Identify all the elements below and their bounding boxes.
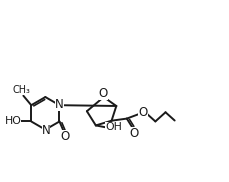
Text: OH: OH xyxy=(104,122,121,132)
Text: N: N xyxy=(41,124,50,137)
Text: O: O xyxy=(60,130,69,143)
Text: O: O xyxy=(98,87,107,100)
Text: HO: HO xyxy=(4,116,21,126)
Text: O: O xyxy=(138,106,147,119)
Text: N: N xyxy=(55,98,64,111)
Text: O: O xyxy=(129,127,138,140)
Text: CH₃: CH₃ xyxy=(13,85,31,95)
